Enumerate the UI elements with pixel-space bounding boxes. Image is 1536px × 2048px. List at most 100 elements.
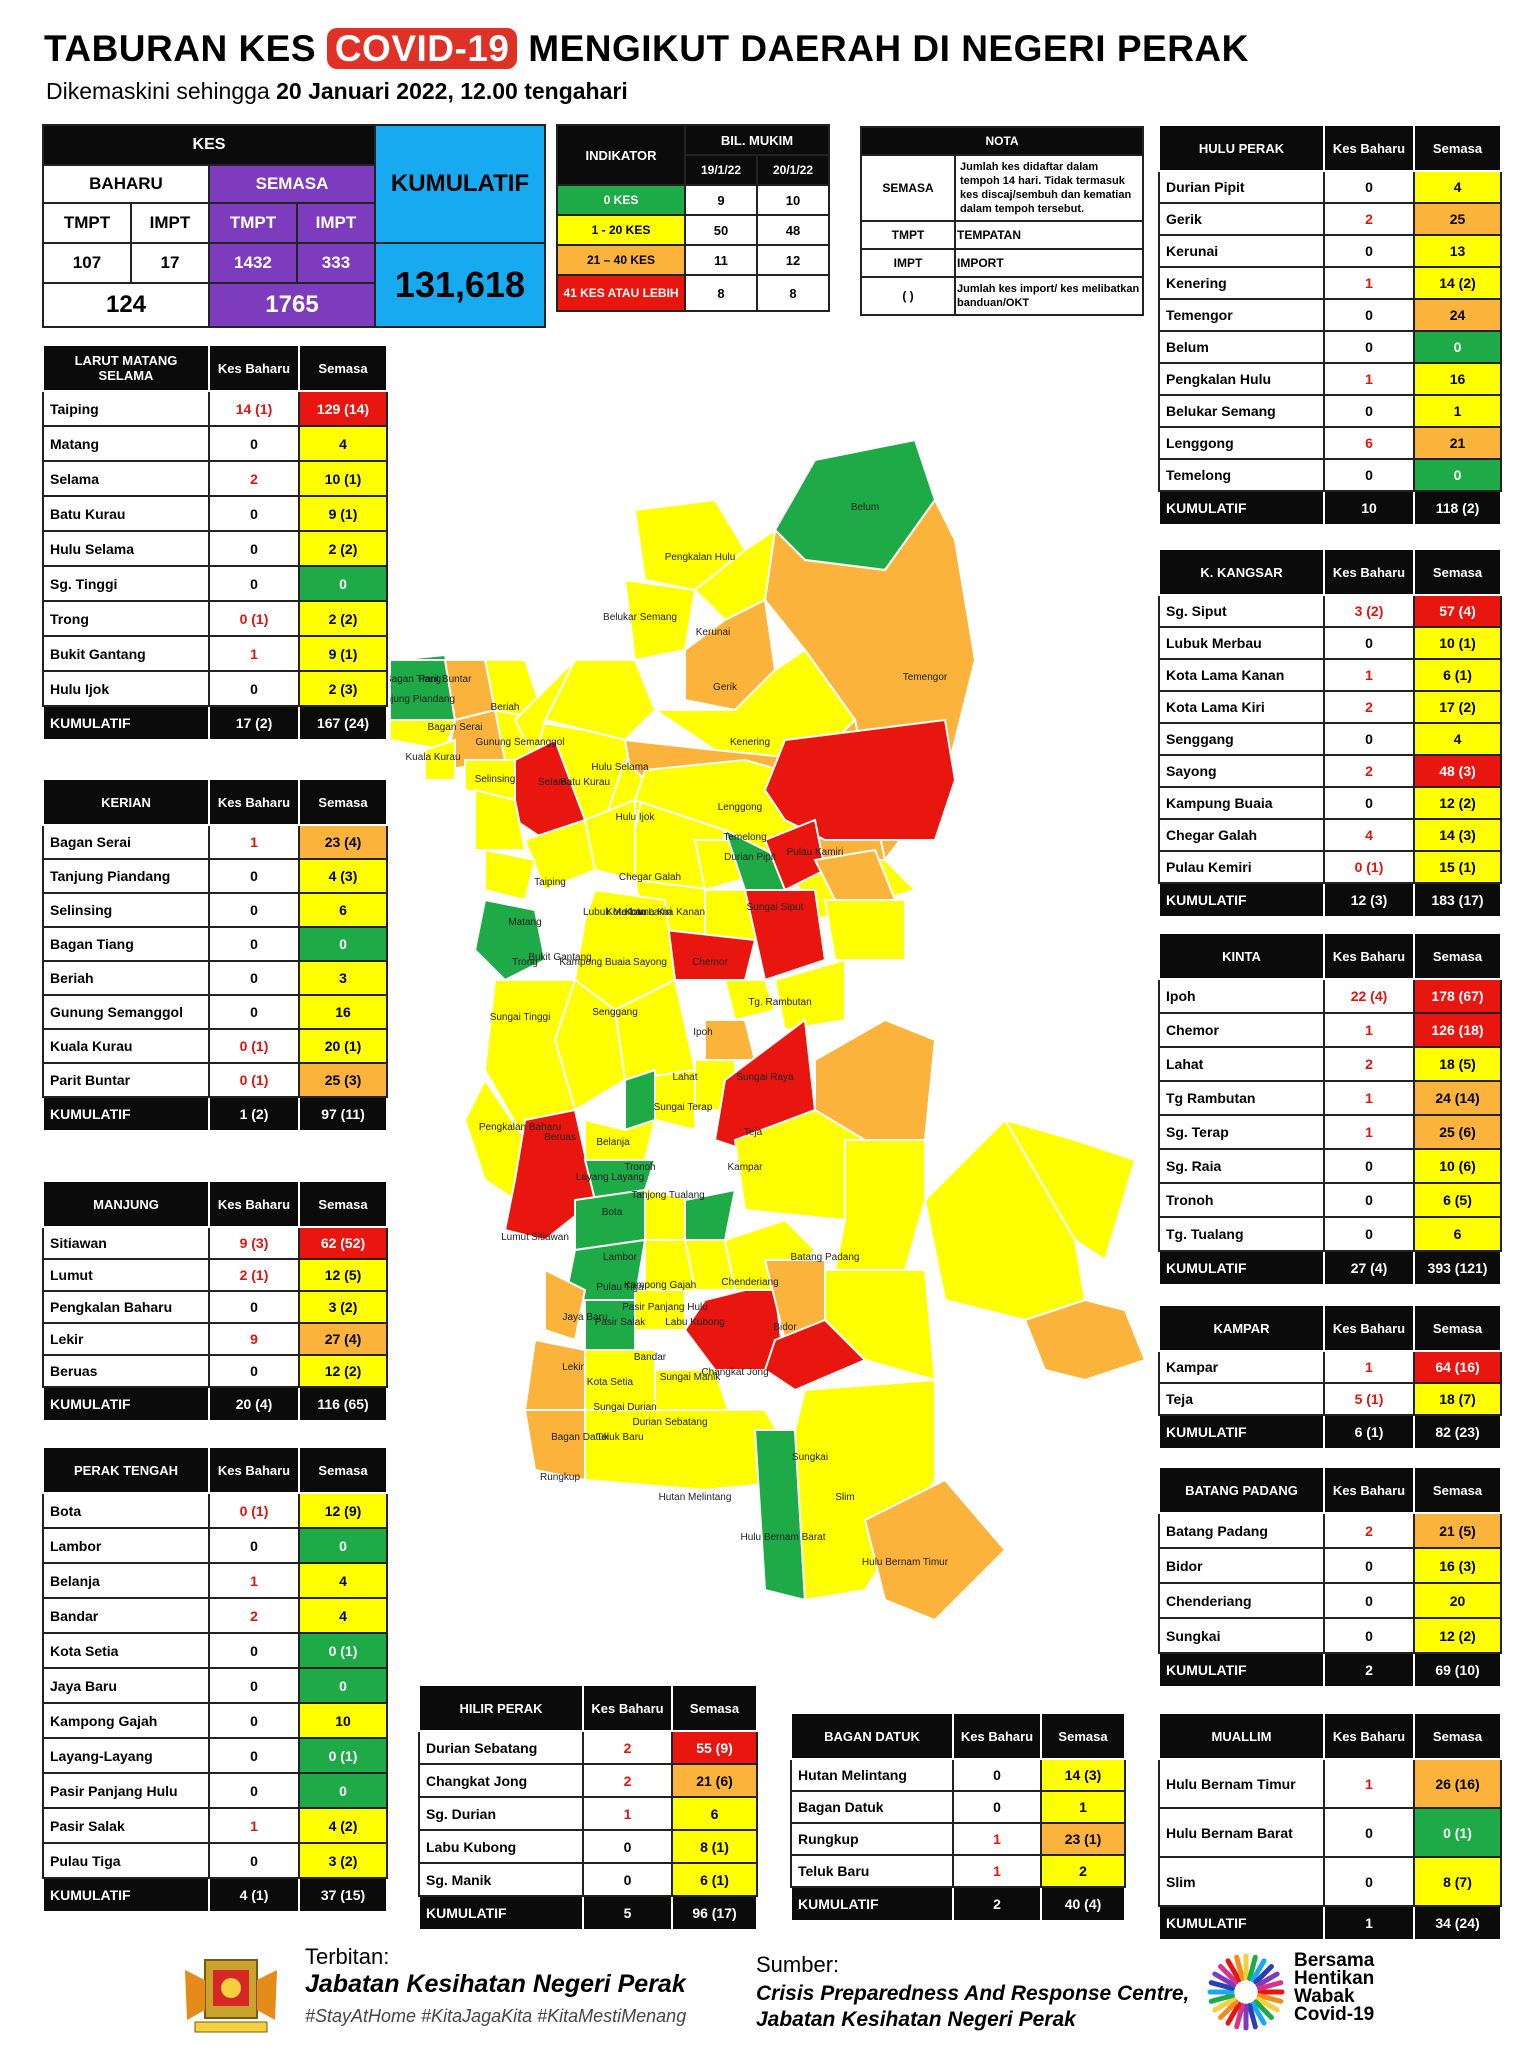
semasa-value: 14 (3): [1040, 1758, 1126, 1792]
semasa-tmpt-value: 1432: [207, 242, 298, 284]
mukim-name: Jaya Baru: [42, 1667, 210, 1704]
mukim-name: Kerunai: [1158, 234, 1325, 268]
kes-baharu-header: Kes Baharu: [1323, 1304, 1415, 1352]
indikator-value-19: 50: [684, 214, 758, 246]
map-region: [544, 1268, 587, 1342]
kes-baharu-header: Kes Baharu: [1323, 548, 1415, 596]
kes-baharu-value: 0: [1323, 1148, 1415, 1184]
title-pre: TABURAN KES: [44, 28, 327, 69]
kes-baharu-value: 6: [1323, 426, 1415, 460]
kumulatif-label: KUMULATIF: [42, 1877, 210, 1913]
kes-baharu-value: 9 (3): [208, 1226, 300, 1260]
kumulatif-label: KUMULATIF: [1158, 1652, 1325, 1688]
kes-baharu-value: 2: [582, 1730, 673, 1765]
mukim-name: Lambor: [42, 1527, 210, 1564]
mukim-name: Bagan Serai: [42, 824, 210, 860]
map-region: [863, 1478, 1007, 1622]
district-table-hilir: HILIR PERAK Kes Baharu Semasa Durian Sebata…: [418, 1684, 758, 1931]
mukim-name: Chemor: [1158, 1012, 1325, 1048]
semasa-value: 18 (5): [1413, 1046, 1502, 1082]
burst-ray: [1212, 1971, 1237, 1988]
kes-baharu-value: 0: [1323, 626, 1415, 660]
semasa-tmpt-label: TMPT: [207, 202, 298, 244]
kes-baharu-header: Kes Baharu: [208, 778, 300, 826]
map-label: Belukar Semang: [603, 612, 677, 623]
kes-baharu-value: 0: [208, 1632, 300, 1669]
district-table-bagan: BAGAN DATUK Kes Baharu Semasa Hutan Melinta…: [790, 1712, 1126, 1922]
mukim-name: Hutan Melintang: [790, 1758, 954, 1792]
nota-header: NOTA: [860, 126, 1144, 156]
mukim-name: Pulau Kemiri: [1158, 850, 1325, 884]
mukim-name: Lekir: [42, 1322, 210, 1356]
mukim-name: Bagan Tiang: [42, 926, 210, 962]
kumulatif-label: KUMULATIF: [1158, 1905, 1325, 1941]
map-label: Lambor: [603, 1252, 638, 1263]
semasa-header: Semasa: [1413, 932, 1502, 980]
map-label: Kota Lama Kanan: [625, 907, 705, 918]
campaign-line-1: Bersama: [1294, 1950, 1375, 1971]
semasa-value: 26 (16): [1413, 1758, 1502, 1809]
burst-ray: [1247, 2003, 1258, 2030]
map-label: Hulu Bernam Timur: [862, 1557, 949, 1568]
kes-baharu-value: 0 (1): [208, 1492, 300, 1529]
kes-baharu-value: 0 (1): [1323, 850, 1415, 884]
campaign-burst-logo: [1207, 1953, 1285, 2031]
map-label: Kota Setia: [587, 1377, 634, 1388]
kumulatif-semasa: 116 (65): [298, 1386, 388, 1422]
kes-baharu-value: 5 (1): [1323, 1382, 1415, 1416]
district-table-kerian: KERIAN Kes Baharu Semasa Bagan Serai 1 23 (4)…: [42, 778, 388, 1132]
mukim-name: Lubuk Merbau: [1158, 626, 1325, 660]
map-region: [1002, 1118, 1137, 1262]
map-region: [823, 899, 906, 961]
map-label: Parit Buntar: [419, 674, 472, 685]
mukim-name: Beruas: [42, 1354, 210, 1388]
semasa-value: 12 (2): [1413, 1617, 1502, 1654]
kumulatif-label: KUMULATIF: [418, 1895, 584, 1931]
map-label: Bidor: [773, 1322, 797, 1333]
semasa-value: 9 (1): [298, 635, 388, 672]
kes-baharu-value: 0: [208, 670, 300, 707]
campaign-line-2: Hentikan: [1294, 1968, 1375, 1989]
indikator-value-20: 12: [756, 244, 830, 276]
kes-baharu-value: 4: [1323, 818, 1415, 852]
map-label: Temelong: [723, 832, 766, 843]
semasa-total: 1765: [207, 282, 377, 328]
kumulatif-semasa: 96 (17): [671, 1895, 758, 1931]
map-region: [523, 1338, 586, 1411]
footer-hashtags: #StayAtHome #KitaJagaKita #KitaMestiMena…: [305, 2006, 687, 2026]
kes-baharu-value: 0 (1): [208, 1028, 300, 1064]
campaign-line-4: Covid-19: [1294, 2004, 1375, 2025]
burst-ray: [1257, 1980, 1284, 1991]
indikator-header: INDIKATOR: [556, 124, 686, 186]
footer-sumber-label: Sumber:: [756, 1952, 840, 1977]
subtitle-date: 20 Januari 2022, 12.00 tengahari: [276, 78, 628, 104]
district-name-header: KAMPAR: [1158, 1304, 1325, 1352]
semasa-value: 0: [298, 1772, 388, 1809]
semasa-value: 3 (2): [298, 1290, 388, 1324]
map-label: Chemor: [692, 957, 728, 968]
map-region: [723, 979, 777, 1022]
mukim-name: Teja: [1158, 1382, 1325, 1416]
nota-impt-desc: IMPORT: [954, 248, 1144, 278]
mukim-name: Durian Pipit: [1158, 170, 1325, 204]
map-label: Rungkup: [540, 1472, 580, 1483]
semasa-value: 20: [1413, 1582, 1502, 1619]
semasa-value: 57 (4): [1413, 594, 1502, 628]
kes-baharu-value: 1: [582, 1796, 673, 1831]
district-name-header: BAGAN DATUK: [790, 1712, 954, 1760]
kumulatif-semasa: 37 (15): [298, 1877, 388, 1913]
semasa-value: 2 (2): [298, 600, 388, 637]
map-label: Batu Kurau: [560, 777, 610, 788]
semasa-value: 12 (5): [298, 1258, 388, 1292]
semasa-value: 0: [298, 926, 388, 962]
kumulatif-baharu: 2: [952, 1886, 1042, 1922]
map-label: Changkat Jong: [701, 1367, 768, 1378]
map-label: Beriah: [491, 702, 520, 713]
map-label: Sungai Durian: [593, 1402, 656, 1413]
mukim-name: Tronoh: [1158, 1182, 1325, 1218]
mukim-name: Bandar: [42, 1597, 210, 1634]
semasa-value: 15 (1): [1413, 850, 1502, 884]
burst-ray: [1253, 1964, 1274, 1985]
mukim-name: Layang-Layang: [42, 1737, 210, 1774]
kes-baharu-value: 0: [582, 1862, 673, 1897]
